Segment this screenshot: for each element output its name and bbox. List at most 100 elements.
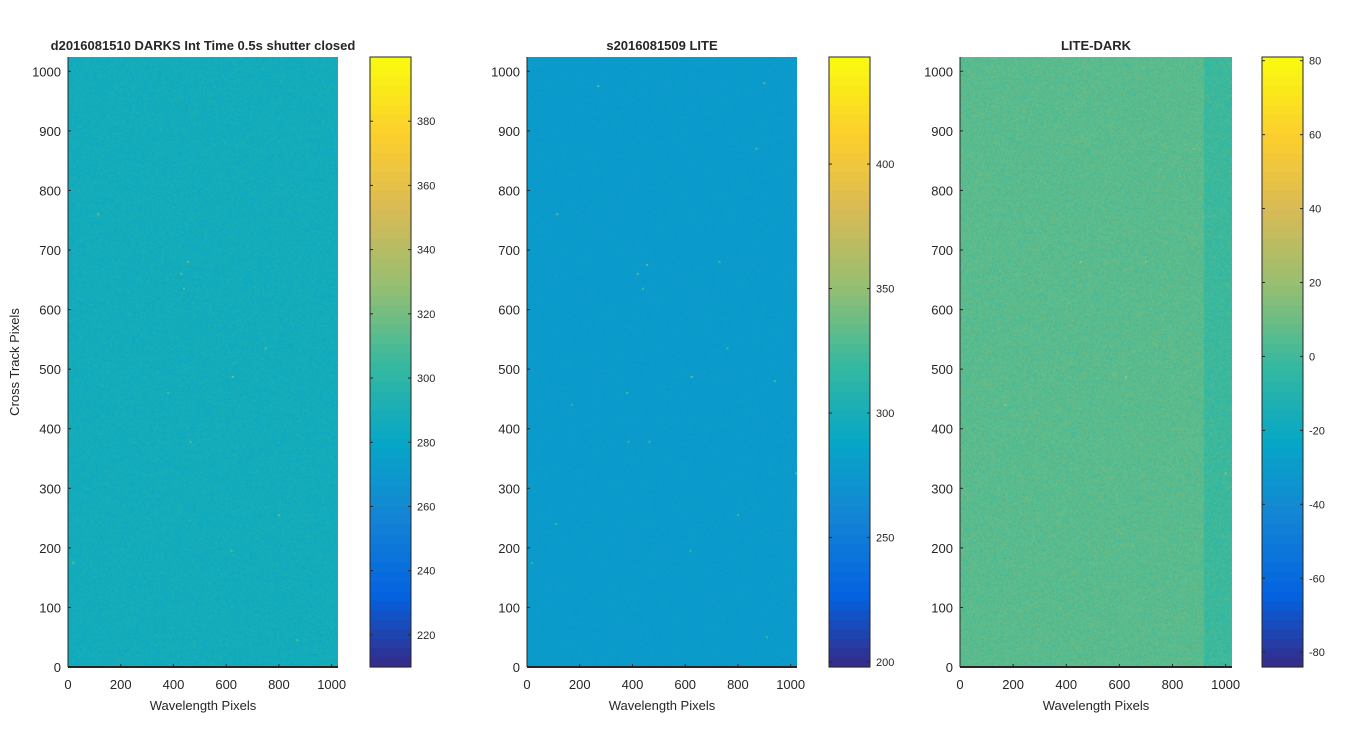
x-tick-label: 600	[1109, 677, 1131, 692]
hot-pixel	[626, 391, 629, 394]
colorbar-tick-label: 20	[1309, 278, 1321, 290]
x-tick-label: 800	[1162, 677, 1184, 692]
colorbar-segment	[829, 543, 870, 554]
colorbar-tick-label: 200	[876, 657, 894, 669]
panel-darks-heatmap	[68, 57, 338, 667]
colorbar-segment	[370, 57, 411, 68]
x-tick-label: 400	[622, 677, 644, 692]
panel-diff-xlabel: Wavelength Pixels	[1043, 698, 1150, 713]
colorbar-segment	[829, 276, 870, 287]
colorbar-tick-label: -80	[1309, 647, 1325, 659]
colorbar-segment	[829, 247, 870, 258]
x-tick-label: 0	[523, 677, 530, 692]
colorbar-segment	[1262, 524, 1303, 535]
colorbar-segment	[370, 362, 411, 373]
colorbar-tick-label: 250	[876, 533, 894, 545]
colorbar-segment	[829, 514, 870, 525]
colorbar-segment	[1262, 171, 1303, 182]
colorbar-segment	[370, 209, 411, 220]
hot-pixel	[97, 213, 100, 216]
x-tick-label: 600	[215, 677, 237, 692]
panel-diff-heatmap	[960, 57, 1232, 667]
colorbar-segment	[829, 123, 870, 134]
colorbar-segment	[829, 504, 870, 516]
y-tick-label: 100	[498, 600, 520, 615]
hot-pixel	[1144, 260, 1147, 263]
colorbar-segment	[829, 161, 870, 172]
panel-diff-colorbar: -80 -60 -40 -20 0 20 40 60 80	[1261, 56, 1325, 668]
hot-pixel	[264, 347, 267, 350]
colorbar-tick-label: -60	[1309, 573, 1325, 585]
y-tick-label: 300	[39, 481, 61, 496]
hot-pixel	[1192, 147, 1195, 150]
colorbar-segment	[829, 228, 870, 239]
colorbar-segment	[829, 333, 870, 344]
colorbar-segment	[370, 276, 411, 287]
x-tick-label: 600	[674, 677, 696, 692]
hot-pixel	[1004, 403, 1007, 406]
hot-pixel	[773, 380, 776, 383]
colorbar-segment	[829, 152, 870, 163]
colorbar-segment	[829, 304, 870, 315]
colorbar-segment	[370, 266, 411, 277]
colorbar-segment	[829, 362, 870, 373]
colorbar-tick-label: 80	[1309, 56, 1321, 68]
panel-lite-axes: 0 200 400 600 800 1000 0 100 200 300 400 500 600 700 8…	[491, 57, 805, 692]
colorbar-segment	[1262, 285, 1303, 296]
x-tick-label: 1000	[317, 677, 346, 692]
y-tick-label: 100	[931, 600, 953, 615]
colorbar-segment	[829, 133, 870, 144]
y-tick-label: 500	[39, 362, 61, 377]
colorbar-segment	[1262, 400, 1303, 411]
colorbar-segment	[370, 123, 411, 134]
colorbar-segment	[1262, 123, 1303, 134]
hot-pixel	[231, 375, 234, 378]
y-tick-label: 500	[498, 362, 520, 377]
y-tick-label: 700	[498, 243, 520, 258]
colorbar-segment	[1262, 228, 1303, 239]
colorbar-segment	[370, 504, 411, 516]
panel-diff: LITE-DARK 0 200 400 600 800 10000100200300400…	[924, 38, 1325, 713]
colorbar-segment	[829, 171, 870, 182]
colorbar-segment	[829, 285, 870, 296]
colorbar-segment	[829, 352, 870, 363]
colorbar-segment	[1262, 238, 1303, 249]
colorbar-tick-label: 220	[417, 630, 435, 642]
hot-pixel	[765, 636, 768, 639]
colorbar-segment	[370, 304, 411, 315]
colorbar-segment	[370, 457, 411, 468]
colorbar-segment	[1262, 609, 1303, 620]
hot-pixel	[736, 514, 739, 517]
hot-pixel	[167, 391, 170, 394]
colorbar-segment	[1262, 533, 1303, 544]
colorbar-segment	[829, 219, 870, 230]
colorbar-segment	[829, 476, 870, 487]
colorbar-segment	[1262, 161, 1303, 172]
colorbar-segment	[1262, 543, 1303, 554]
colorbar-segment	[1262, 352, 1303, 363]
y-tick-label: 1000	[32, 64, 61, 79]
colorbar-segment	[829, 438, 870, 449]
colorbar-tick-label: 400	[876, 159, 894, 171]
colorbar-segment	[829, 381, 870, 392]
colorbar-segment	[370, 76, 411, 87]
colorbar-segment	[370, 638, 411, 649]
colorbar-segment	[1262, 95, 1303, 106]
colorbar-segment	[1262, 428, 1303, 439]
colorbar-segment	[829, 447, 870, 458]
y-tick-label: 400	[39, 422, 61, 437]
colorbar-segment	[829, 619, 870, 630]
colorbar-segment	[370, 619, 411, 630]
y-tick-label: 500	[931, 362, 953, 377]
colorbar-segment	[829, 85, 870, 96]
colorbar-segment	[370, 66, 411, 77]
colorbar-segment	[370, 114, 411, 125]
colorbar-segment	[829, 647, 870, 659]
colorbar-segment	[370, 85, 411, 96]
hot-pixel	[718, 260, 721, 263]
y-tick-label: 200	[931, 541, 953, 556]
heatmap-image	[527, 57, 797, 667]
colorbar-segment	[370, 409, 411, 420]
x-tick-label: 1000	[1211, 677, 1240, 692]
colorbar-segment	[1262, 323, 1303, 335]
